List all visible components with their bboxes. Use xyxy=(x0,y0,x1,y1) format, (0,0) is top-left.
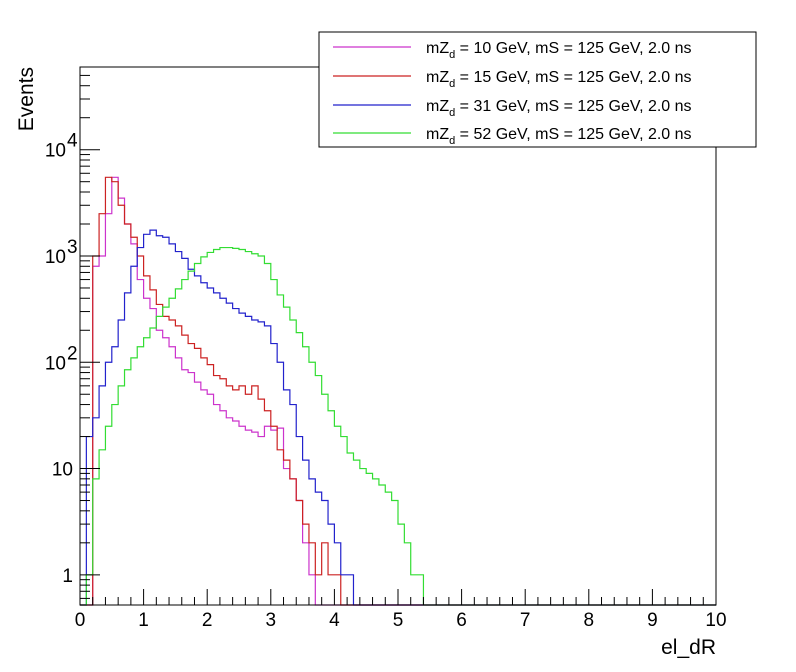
x-axis-title: el_dR xyxy=(661,636,716,659)
y-tick-exponent: 4 xyxy=(67,131,78,152)
legend-box xyxy=(318,31,757,148)
y-tick-exponent: 3 xyxy=(67,237,78,258)
x-tick-label: 1 xyxy=(138,610,149,631)
legend: mZd = 10 GeV, mS = 125 GeV, 2.0 ns mZd = … xyxy=(318,31,757,148)
y-tick-label: 10 xyxy=(45,353,66,374)
x-tick-label: 0 xyxy=(75,610,86,631)
y-tick-label: 10 xyxy=(45,247,66,268)
x-tick-label: 2 xyxy=(202,610,213,631)
x-tick-label: 5 xyxy=(393,610,404,631)
x-tick-label: 7 xyxy=(520,610,531,631)
y-tick-label: 10 xyxy=(45,141,66,162)
x-tick-label: 6 xyxy=(456,610,467,631)
legend-label-4: mZd = 52 GeV, mS = 125 GeV, 2.0 ns xyxy=(426,126,692,147)
x-tick-label: 10 xyxy=(705,610,726,631)
y-axis-title: Events xyxy=(15,67,38,131)
x-tick-label: 8 xyxy=(584,610,595,631)
legend-label-2: mZd = 15 GeV, mS = 125 GeV, 2.0 ns xyxy=(426,69,692,90)
legend-label-1: mZd = 10 GeV, mS = 125 GeV, 2.0 ns xyxy=(426,40,692,61)
y-tick-label: 10 xyxy=(52,460,73,481)
x-tick-label: 9 xyxy=(647,610,658,631)
legend-label-3: mZd = 31 GeV, mS = 125 GeV, 2.0 ns xyxy=(426,98,692,119)
y-tick-exponent: 2 xyxy=(67,343,78,364)
x-tick-label: 3 xyxy=(266,610,277,631)
x-tick-label: 4 xyxy=(329,610,340,631)
y-tick-label: 1 xyxy=(62,566,73,587)
